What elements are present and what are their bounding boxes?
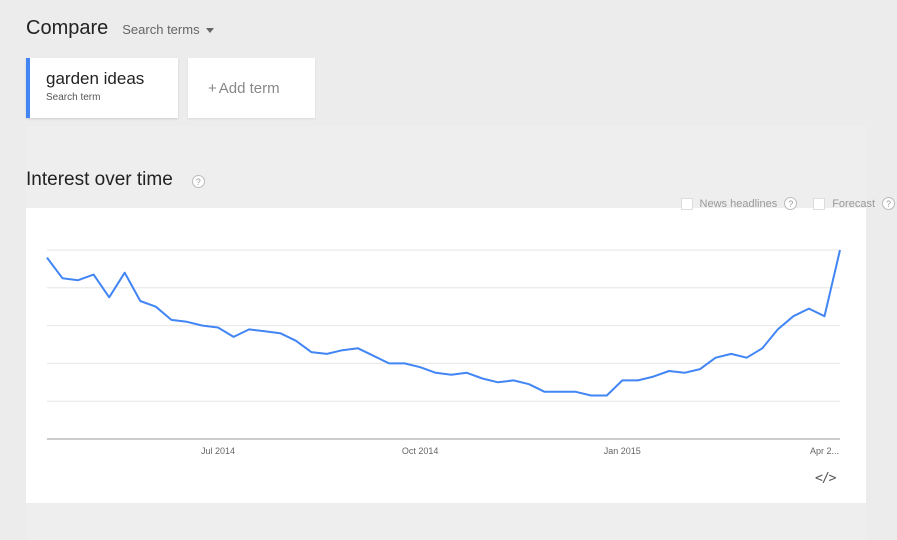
data-point[interactable] xyxy=(775,326,781,332)
data-point[interactable] xyxy=(635,377,641,383)
data-point[interactable] xyxy=(402,360,408,366)
data-point[interactable] xyxy=(246,326,252,332)
data-point[interactable] xyxy=(371,353,377,359)
data-point[interactable] xyxy=(573,389,579,395)
data-point[interactable] xyxy=(588,393,594,399)
data-point[interactable] xyxy=(495,379,501,385)
news-help-icon[interactable]: ? xyxy=(784,197,798,210)
data-point[interactable] xyxy=(759,345,765,351)
data-point[interactable] xyxy=(386,360,392,366)
term-card-garden-ideas[interactable]: garden ideas Search term xyxy=(26,58,178,118)
data-point[interactable] xyxy=(308,349,314,355)
term-name: garden ideas xyxy=(46,69,145,88)
data-point[interactable] xyxy=(277,330,283,336)
data-point[interactable] xyxy=(713,355,719,361)
compare-header: Compare Search terms xyxy=(26,17,214,40)
data-point[interactable] xyxy=(199,323,205,329)
x-tick-label: Oct 2014 xyxy=(402,446,439,456)
x-tick-label: Apr 2... xyxy=(810,446,839,456)
data-point[interactable] xyxy=(44,255,50,261)
interest-line-chart: Jul 2014 Oct 2014 Jan 2015 Apr 2... xyxy=(44,247,843,456)
plus-icon: + xyxy=(208,79,217,97)
data-point[interactable] xyxy=(682,370,688,376)
data-point[interactable] xyxy=(433,370,439,376)
data-point[interactable] xyxy=(837,247,843,253)
data-point[interactable] xyxy=(557,389,563,395)
news-headlines-checkbox[interactable] xyxy=(680,197,693,210)
x-tick-label: Jan 2015 xyxy=(604,446,641,456)
search-terms-label: Search terms xyxy=(122,22,200,37)
data-point[interactable] xyxy=(153,304,159,310)
add-term-button[interactable]: + Add term xyxy=(188,58,315,118)
data-point[interactable] xyxy=(339,347,345,353)
term-type: Search term xyxy=(46,92,101,103)
data-point[interactable] xyxy=(526,381,532,387)
toggle-news-headlines[interactable]: News headlines ? xyxy=(680,197,798,210)
data-point[interactable] xyxy=(619,377,625,383)
forecast-checkbox[interactable] xyxy=(813,197,826,210)
data-point[interactable] xyxy=(542,389,548,395)
data-point[interactable] xyxy=(293,338,299,344)
forecast-label: Forecast xyxy=(832,197,875,210)
data-point[interactable] xyxy=(122,270,128,276)
series-line[interactable] xyxy=(46,249,841,397)
data-point[interactable] xyxy=(666,368,672,374)
data-point[interactable] xyxy=(744,355,750,361)
data-point[interactable] xyxy=(75,277,81,283)
interest-over-time-header: Interest over time ? xyxy=(26,169,205,191)
add-term-label: Add term xyxy=(218,79,280,97)
data-point[interactable] xyxy=(106,294,112,300)
data-point[interactable] xyxy=(184,319,190,325)
data-point[interactable] xyxy=(262,328,268,334)
help-icon[interactable]: ? xyxy=(191,175,205,188)
data-point[interactable] xyxy=(464,370,470,376)
data-point[interactable] xyxy=(231,334,237,340)
data-point[interactable] xyxy=(448,372,454,378)
data-point[interactable] xyxy=(604,393,610,399)
data-point[interactable] xyxy=(60,275,66,281)
data-point[interactable] xyxy=(697,366,703,372)
search-terms-dropdown[interactable]: Search terms xyxy=(122,22,214,37)
data-point[interactable] xyxy=(650,374,656,380)
data-point[interactable] xyxy=(215,324,221,330)
data-point[interactable] xyxy=(510,377,516,383)
section-title: Interest over time xyxy=(26,169,173,190)
chart-card: Jul 2014 Oct 2014 Jan 2015 Apr 2... xyxy=(26,208,866,503)
data-point[interactable] xyxy=(479,376,485,382)
data-point[interactable] xyxy=(91,272,97,278)
data-point[interactable] xyxy=(790,313,796,319)
forecast-help-icon[interactable]: ? xyxy=(882,197,895,210)
data-point[interactable] xyxy=(355,345,361,351)
data-point[interactable] xyxy=(821,313,827,319)
data-point[interactable] xyxy=(168,317,174,323)
chart-toggles: News headlines ? Forecast ? xyxy=(665,197,895,210)
data-point[interactable] xyxy=(417,364,423,370)
code-embed-icon[interactable]: </> xyxy=(815,471,837,486)
toggle-forecast[interactable]: Forecast ? xyxy=(813,197,895,210)
data-point[interactable] xyxy=(324,351,330,357)
compare-title: Compare xyxy=(26,17,109,39)
data-point[interactable] xyxy=(137,298,143,304)
data-point[interactable] xyxy=(806,306,812,312)
x-tick-label: Jul 2014 xyxy=(201,446,235,456)
news-headlines-label: News headlines xyxy=(699,197,778,210)
caret-down-icon xyxy=(205,28,214,33)
data-point[interactable] xyxy=(728,351,734,357)
